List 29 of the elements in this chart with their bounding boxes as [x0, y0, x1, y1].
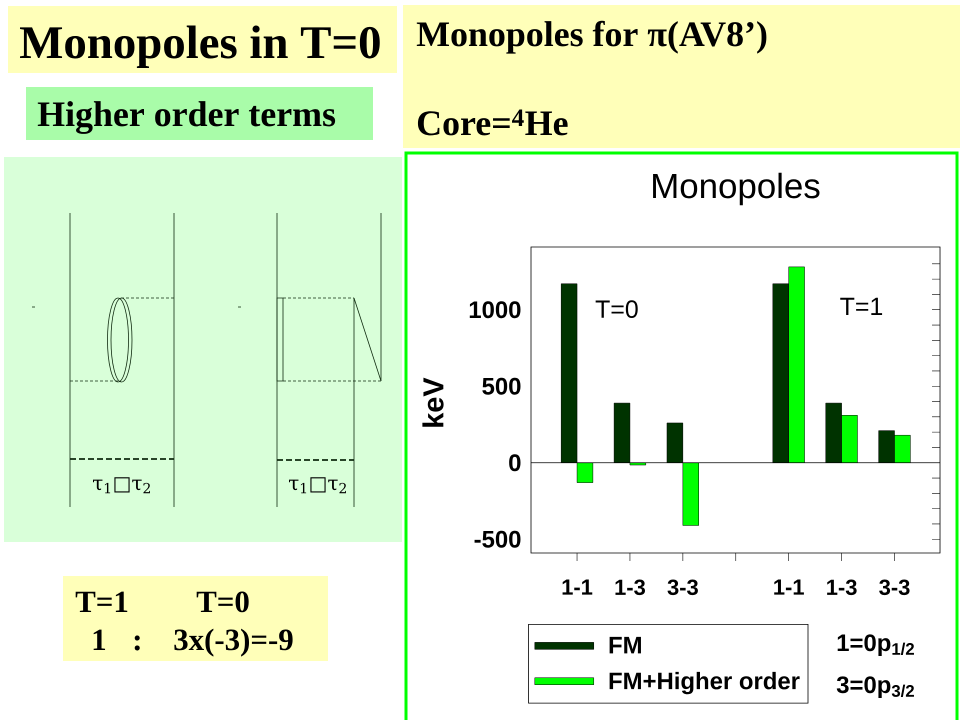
text: τ$_{1}$□τ$_{2}$	[93, 477, 150, 494]
x-tick-label: 3-3	[879, 580, 910, 596]
text: Core=$^{4}$He	[418, 109, 568, 136]
text: T=1	[76, 592, 128, 612]
text: Monopoles for π(AV8’)	[416, 20, 766, 54]
y-tick-label: 1000	[470, 301, 520, 318]
annotation: T=0	[596, 300, 638, 318]
y-tick-label: 0	[509, 454, 520, 472]
text: :	[134, 636, 140, 650]
text: 3=0p$_{3/2}$	[836, 676, 914, 698]
text: 1=0p$_{1/2}$	[838, 634, 914, 656]
text: 3x(-3)=-9	[174, 628, 293, 657]
text: Higher order terms	[38, 101, 336, 134]
annotation: T=1	[840, 298, 882, 315]
x-tick-label: 1-1	[562, 580, 592, 595]
x-tick-label: 3-3	[668, 580, 698, 596]
x-tick-label: 1-1	[774, 580, 804, 595]
text: 1	[94, 630, 106, 650]
x-tick-label: 1-3	[615, 580, 645, 596]
chart-title: Monopoles	[653, 172, 820, 206]
x-tick-label: 1-3	[827, 580, 857, 596]
legend-label: FM	[610, 636, 641, 654]
text: T=0	[196, 591, 249, 612]
legend-label: FM+Higher order	[610, 672, 800, 694]
y-tick-label: -500	[474, 530, 520, 548]
text: Monopoles in T=0	[20, 26, 380, 68]
text: τ$_{1}$□τ$_{2}$	[289, 477, 346, 494]
y-axis-title: keV	[422, 378, 444, 427]
y-tick-label: 500	[482, 378, 520, 395]
